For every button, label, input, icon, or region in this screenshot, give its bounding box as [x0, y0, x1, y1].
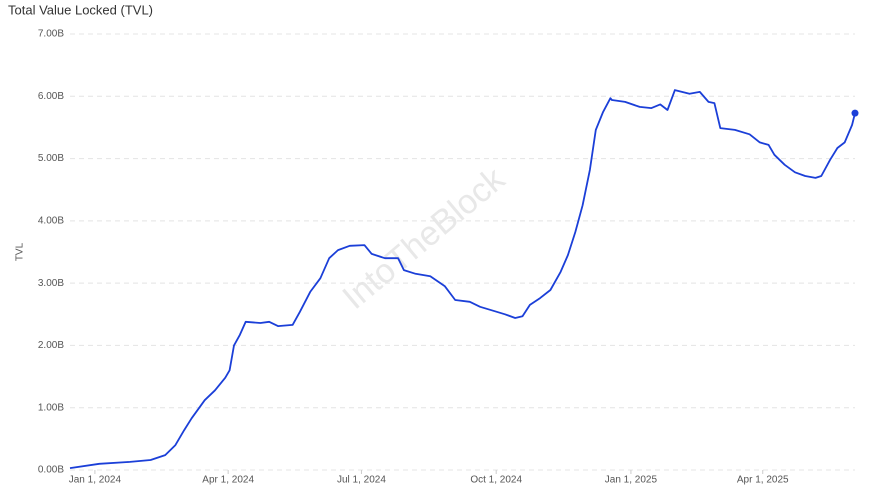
y-tick-label: 4.00B	[38, 215, 64, 226]
watermark: IntoTheBlock	[335, 159, 512, 316]
y-tick-label: 7.00B	[38, 29, 64, 40]
x-tick-label: Jan 1, 2025	[605, 475, 658, 486]
y-axis-label: TVL	[15, 242, 26, 261]
x-tick-label: Jul 1, 2024	[337, 475, 386, 486]
line	[69, 89, 856, 469]
y-tick-label: 2.00B	[38, 340, 64, 351]
y-tick-label: 0.00B	[38, 465, 64, 476]
x-tick-label: Oct 1, 2024	[470, 475, 522, 486]
x-tick-label: Apr 1, 2024	[202, 475, 254, 486]
y-tick-label: 6.00B	[38, 91, 64, 102]
x-tick-label: Apr 1, 2025	[737, 475, 789, 486]
x-tick-label: Jan 1, 2024	[69, 475, 122, 486]
chart-title: Total Value Locked (TVL)	[8, 2, 153, 17]
y-tick-label: 1.00B	[38, 402, 64, 413]
y-tick-label: 3.00B	[38, 278, 64, 289]
end-point	[851, 109, 859, 117]
y-tick-label: 5.00B	[38, 153, 64, 164]
